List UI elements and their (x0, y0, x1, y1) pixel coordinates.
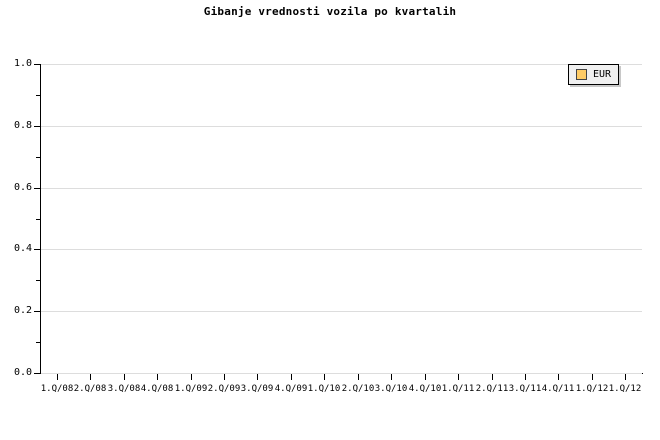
x-axis-tick (257, 374, 258, 380)
x-axis-tick (324, 374, 325, 380)
x-axis-tick (124, 374, 125, 380)
y-axis-tick-major (34, 126, 40, 127)
legend[interactable]: EUR (568, 64, 620, 85)
x-axis-tick-label: 2.Q/08 (73, 384, 107, 394)
x-axis-tick (157, 374, 158, 380)
x-axis-tick (625, 374, 626, 380)
y-axis-tick-major (34, 373, 40, 374)
y-axis-tick-label: 1.0 (13, 58, 32, 69)
y-axis-tick-minor (36, 342, 40, 343)
y-axis-line (40, 64, 41, 374)
x-axis-tick (224, 374, 225, 380)
y-axis-tick-minor (36, 157, 40, 158)
x-axis-tick-label: 2.Q/09 (207, 384, 241, 394)
gridline (41, 373, 642, 374)
x-axis-tick-label: 4.Q/09 (274, 384, 308, 394)
gridline (41, 249, 642, 250)
x-axis-tick (57, 374, 58, 380)
y-axis-tick-minor (36, 95, 40, 96)
x-axis-tick (492, 374, 493, 380)
y-axis-tick-label: 0.4 (13, 243, 32, 254)
y-axis-tick-major (34, 188, 40, 189)
x-axis-tick (90, 374, 91, 380)
y-axis-tick-minor (36, 219, 40, 220)
x-axis-tick (525, 374, 526, 380)
x-axis-tick-label: 4.Q/11 (541, 384, 575, 394)
x-axis-tick-label: 3.Q/08 (107, 384, 141, 394)
x-axis-tick (558, 374, 559, 380)
legend-swatch-eur (576, 69, 587, 80)
gridline (41, 311, 642, 312)
gridline (41, 126, 642, 127)
x-axis-tick-label: 3.Q/11 (508, 384, 542, 394)
gridline (41, 64, 642, 65)
x-axis-tick-label: 3.Q/09 (240, 384, 274, 394)
x-axis-tick (592, 374, 593, 380)
y-axis-tick-minor (36, 280, 40, 281)
x-axis-tick (358, 374, 359, 380)
x-axis-tick-label: 1.Q/12 (575, 384, 609, 394)
x-axis-tick-label: 1.Q/10 (307, 384, 341, 394)
y-axis-tick-label: 0.6 (13, 182, 32, 193)
x-axis-tick-label: 3.Q/10 (374, 384, 408, 394)
x-axis-tick (191, 374, 192, 380)
x-axis-tick (391, 374, 392, 380)
gridline (41, 188, 642, 189)
y-axis-labels: 0.0 0.2 0.4 0.6 0.8 1.0 (0, 0, 32, 440)
x-axis-tick-label: 1.Q/08 (40, 384, 74, 394)
x-axis-tick (425, 374, 426, 380)
y-axis-tick-label: 0.2 (13, 305, 32, 316)
x-axis-tick-label: 1.Q/09 (174, 384, 208, 394)
y-axis-tick-major (34, 249, 40, 250)
x-axis-tick-label: 1.Q/12 (608, 384, 642, 394)
x-axis-tick-label: 1.Q/11 (441, 384, 475, 394)
x-axis-tick-label: 4.Q/10 (408, 384, 442, 394)
x-axis-tick (458, 374, 459, 380)
series-layer (40, 64, 642, 373)
y-axis-tick-major (34, 64, 40, 65)
x-axis-tick (291, 374, 292, 380)
x-axis-tick-label: 2.Q/11 (475, 384, 509, 394)
plot-area (40, 64, 642, 373)
chart-title: Gibanje vrednosti vozila po kvartalih (203, 5, 457, 18)
y-axis-tick-label: 0.8 (13, 120, 32, 131)
x-axis-tick-label: 4.Q/08 (140, 384, 174, 394)
x-axis-tick-label: 2.Q/10 (341, 384, 375, 394)
y-axis-tick-major (34, 311, 40, 312)
legend-label-eur: EUR (593, 69, 612, 80)
y-axis-tick-label: 0.0 (13, 367, 32, 378)
